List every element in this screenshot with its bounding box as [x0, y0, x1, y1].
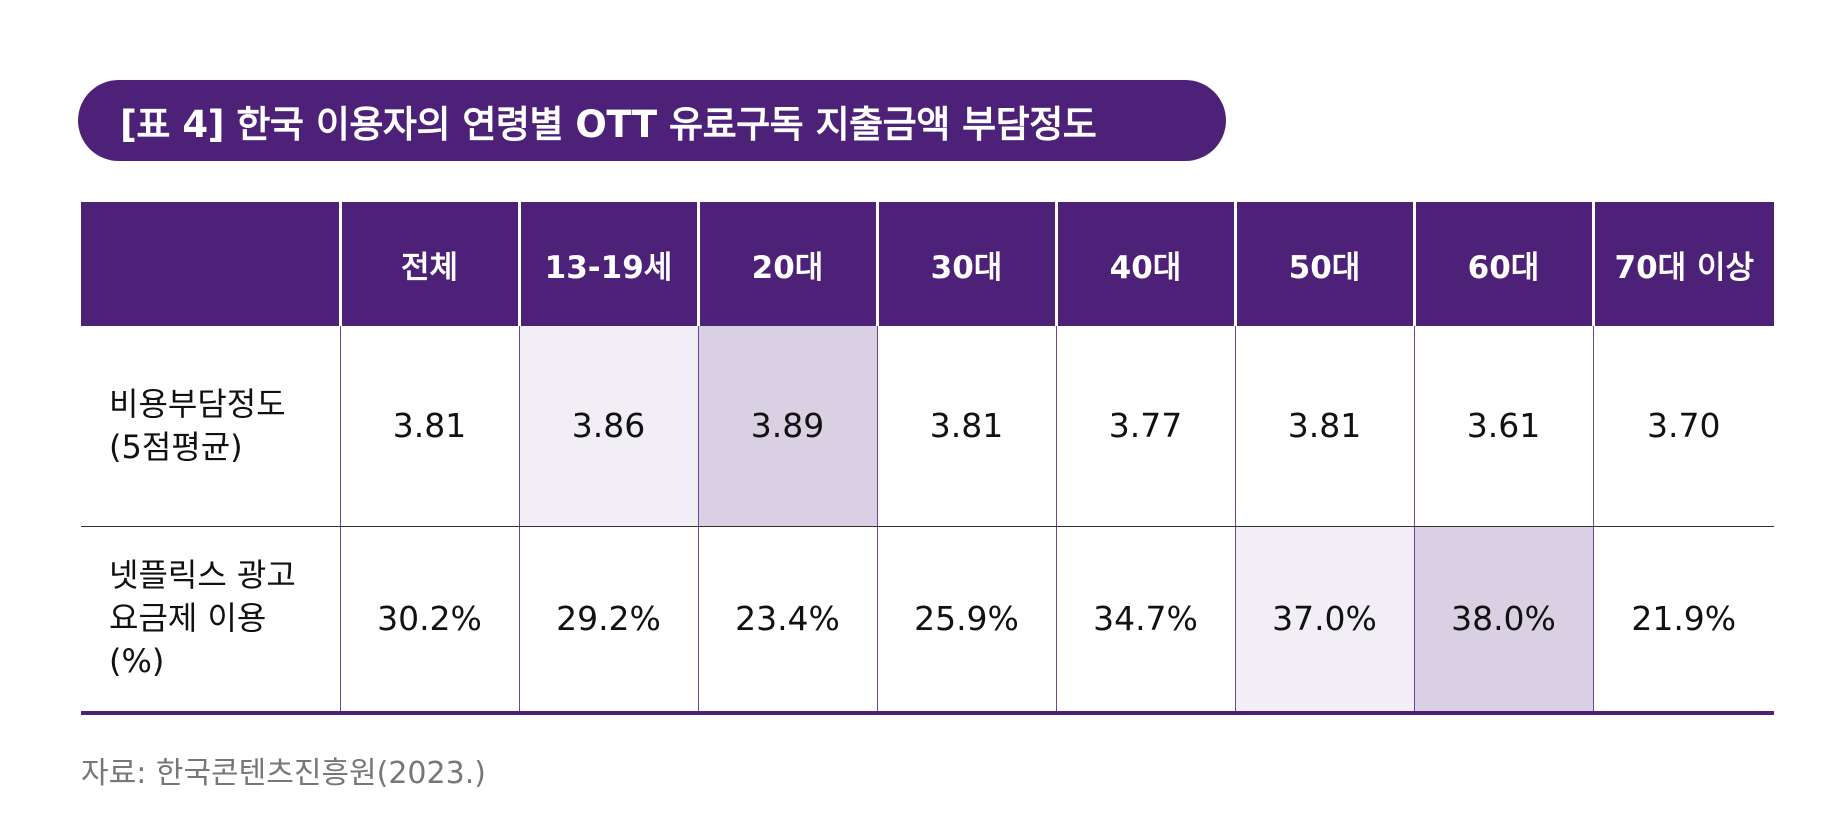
table-cell: 3.70 — [1592, 326, 1774, 527]
column-header: 50대 — [1233, 202, 1414, 326]
table-cell: 3.81 — [1234, 326, 1414, 527]
column-header: 20대 — [696, 202, 877, 326]
header-row: 전체 13-19세 20대 30대 40대 50대 60대 70대 이상 — [81, 202, 1774, 326]
source-note: 자료: 한국콘텐츠진흥원(2023.) — [81, 756, 486, 791]
column-header: 70대 이상 — [1591, 202, 1774, 326]
table-cell: 25.9% — [876, 526, 1056, 715]
column-header: 전체 — [338, 202, 519, 326]
table-cell: 23.4% — [697, 526, 877, 715]
table-cell: 34.7% — [1055, 526, 1235, 715]
row-label-line: (%) — [109, 642, 165, 681]
column-header: 60대 — [1412, 202, 1593, 326]
table-row: 넷플릭스 광고 요금제 이용 (%) 30.2% 29.2% 23.4% 25.… — [81, 526, 1774, 715]
table-cell: 3.77 — [1055, 326, 1235, 527]
row-label-line: (5점평균) — [109, 427, 243, 466]
column-header: 13-19세 — [517, 202, 698, 326]
table-cell: 3.86 — [518, 326, 698, 527]
age-cost-burden-table: 전체 13-19세 20대 30대 40대 50대 60대 70대 이상 비용부… — [81, 202, 1774, 715]
table-cell: 3.81 — [876, 326, 1056, 527]
table-cell: 29.2% — [518, 526, 698, 715]
table-cell: 37.0% — [1234, 526, 1414, 715]
table-title: [표 4] 한국 이용자의 연령별 OTT 유료구독 지출금액 부담정도 — [120, 102, 1097, 146]
column-header: 30대 — [875, 202, 1056, 326]
table-title-banner: [표 4] 한국 이용자의 연령별 OTT 유료구독 지출금액 부담정도 — [78, 80, 1226, 161]
table-cell: 3.61 — [1413, 326, 1593, 527]
table-cell: 3.89 — [697, 326, 877, 527]
table-cell: 38.0% — [1413, 526, 1593, 715]
table-row: 비용부담정도 (5점평균) 3.81 3.86 3.89 3.81 3.77 3… — [81, 326, 1774, 527]
row-label-line: 넷플릭스 광고 — [109, 556, 296, 595]
table-cell: 30.2% — [339, 526, 519, 715]
row-label: 넷플릭스 광고 요금제 이용 (%) — [81, 526, 340, 715]
row-label-line: 요금제 이용 — [109, 599, 267, 638]
table-cell: 21.9% — [1592, 526, 1774, 715]
row-label: 비용부담정도 (5점평균) — [81, 326, 340, 527]
row-label-line: 비용부담정도 — [109, 384, 286, 423]
table-cell: 3.81 — [339, 326, 519, 527]
column-header: 40대 — [1054, 202, 1235, 326]
header-corner-cell — [81, 202, 340, 326]
